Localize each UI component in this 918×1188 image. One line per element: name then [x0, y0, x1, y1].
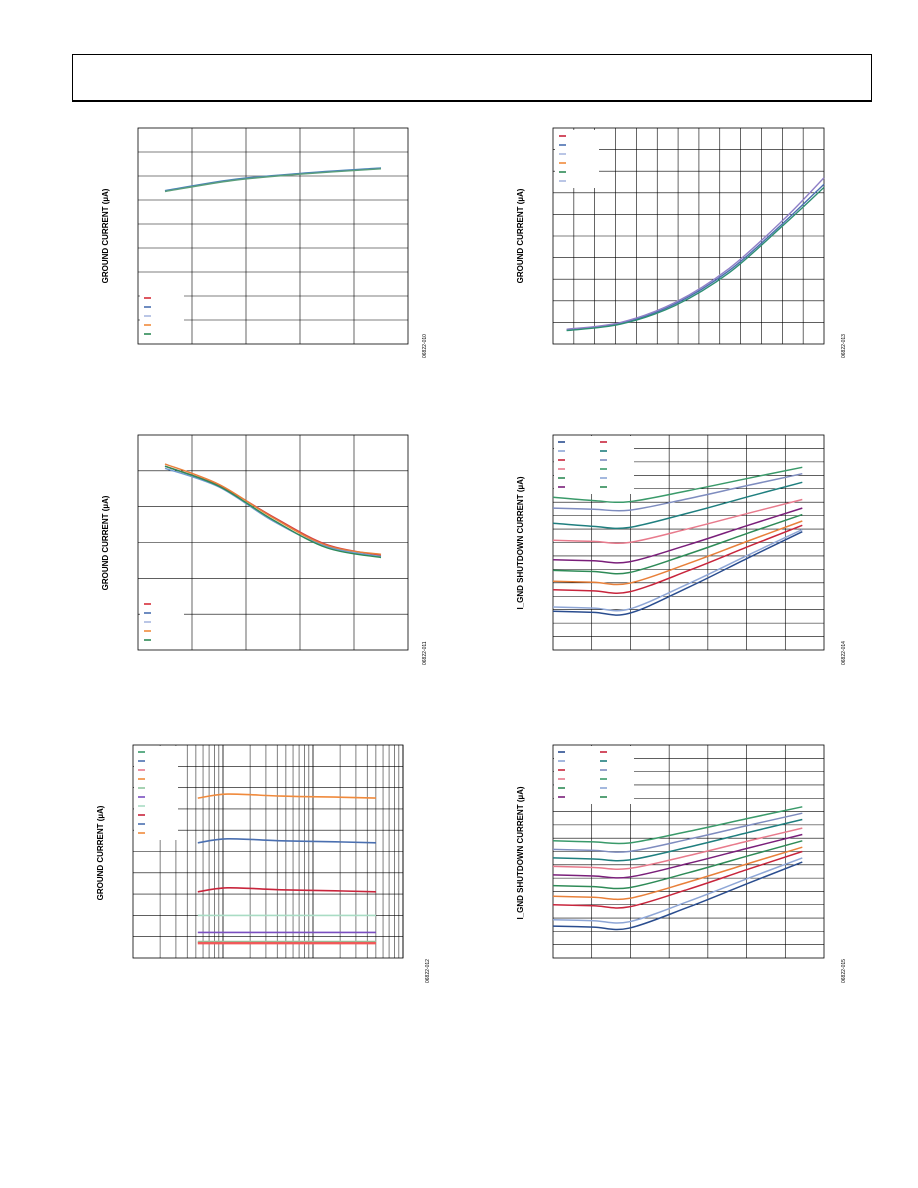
series-line — [552, 806, 803, 845]
y-axis-label: GROUND CURRENT (µA) — [101, 495, 110, 590]
chart-ground-current-1: GROUND CURRENT (µA) 06822-010 — [101, 127, 428, 358]
series-line — [552, 528, 803, 612]
series-line — [164, 168, 382, 193]
figure-id: 06822-015 — [841, 959, 847, 983]
chart-shutdown-current-2: I_GND SHUTDOWN CURRENT (µA) 06822-015 — [516, 744, 847, 983]
series-line — [552, 524, 803, 594]
figure-id: 06822-010 — [422, 334, 428, 358]
series-line — [552, 472, 803, 512]
series-line — [552, 857, 803, 924]
series-line — [552, 833, 803, 879]
series-line — [197, 837, 377, 844]
series-line — [552, 520, 803, 586]
legend — [555, 130, 599, 188]
series-line — [552, 850, 803, 909]
series-line — [552, 812, 803, 853]
series-line — [566, 177, 825, 330]
series-line — [552, 840, 803, 890]
series-line — [164, 465, 382, 559]
series-line — [197, 793, 377, 799]
series-line — [164, 463, 382, 555]
series-line — [552, 513, 803, 575]
legend-box — [555, 130, 599, 188]
series-line — [552, 846, 803, 901]
series-line — [552, 481, 803, 530]
series-line — [164, 465, 382, 557]
legend-box — [554, 746, 634, 804]
legend — [134, 746, 178, 840]
legend-box — [554, 436, 634, 494]
series-line — [566, 183, 825, 331]
legend — [554, 746, 634, 804]
figure-id: 06822-012 — [425, 959, 431, 983]
series-line — [164, 167, 382, 192]
y-axis-label: I_GND SHUTDOWN CURRENT (µA) — [516, 476, 525, 609]
series-line — [552, 818, 803, 862]
y-axis-label: GROUND CURRENT (µA) — [96, 805, 105, 900]
series-line — [552, 861, 803, 931]
series-line — [164, 167, 382, 192]
chart-ground-current-3: GROUND CURRENT (µA) 06822-011 — [101, 434, 428, 665]
series-line — [566, 186, 825, 332]
series-line — [552, 507, 803, 564]
y-axis-label: GROUND CURRENT (µA) — [516, 188, 525, 283]
figure-id: 06822-014 — [841, 641, 847, 665]
series-line — [552, 531, 803, 616]
chart-ground-current-2: GROUND CURRENT (µA) 06822-013 — [516, 127, 847, 358]
series-line — [552, 466, 803, 504]
chart-ground-current-4: GROUND CURRENT (µA) 06822-012 — [96, 744, 431, 983]
series-line — [164, 467, 382, 558]
legend — [140, 292, 184, 341]
figure-id: 06822-011 — [422, 641, 428, 665]
y-axis-label: I_GND SHUTDOWN CURRENT (µA) — [516, 786, 525, 919]
series-line — [552, 498, 803, 545]
legend — [140, 598, 184, 647]
figure-id: 06822-013 — [841, 334, 847, 358]
y-axis-label: GROUND CURRENT (µA) — [101, 188, 110, 283]
series-line — [552, 827, 803, 870]
page-header — [72, 54, 872, 102]
series-line — [197, 886, 377, 893]
legend-box — [134, 746, 178, 840]
plot-frame — [137, 127, 409, 345]
chart-shutdown-current-1: I_GND SHUTDOWN CURRENT (µA) 06822-014 — [516, 434, 847, 665]
legend — [554, 436, 634, 494]
